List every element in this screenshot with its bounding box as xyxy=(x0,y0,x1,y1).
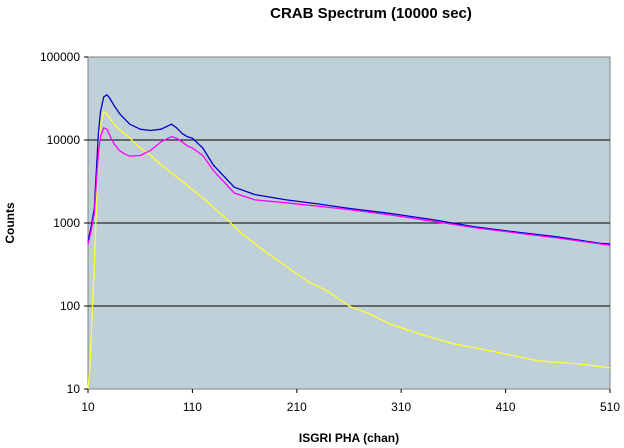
x-tick-label: 510 xyxy=(600,400,620,414)
y-axis-label: Counts xyxy=(3,202,17,244)
x-tick-label: 310 xyxy=(391,400,411,414)
x-axis-label: ISGRI PHA (chan) xyxy=(299,431,399,445)
y-tick-label: 100000 xyxy=(40,50,80,64)
y-tick-label: 100 xyxy=(60,299,80,313)
series-line xyxy=(87,94,611,245)
x-tick-label: 210 xyxy=(287,400,307,414)
y-tick-label: 1000 xyxy=(53,216,80,230)
y-tick-label: 10000 xyxy=(47,133,81,147)
series-line xyxy=(87,127,611,246)
x-tick-label: 110 xyxy=(183,400,202,414)
chart-title: CRAB Spectrum (10000 sec) xyxy=(270,5,472,22)
x-tick-label: 10 xyxy=(81,400,95,414)
y-tick-label: 10 xyxy=(67,382,81,396)
series-line xyxy=(87,110,611,390)
x-tick-label: 410 xyxy=(496,400,516,414)
